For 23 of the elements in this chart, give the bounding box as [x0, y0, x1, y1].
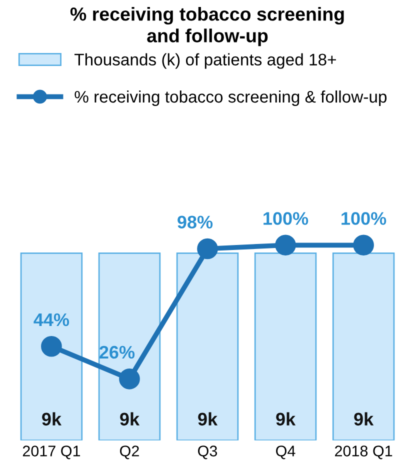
point	[119, 368, 140, 390]
x-tick-label: 2017 Q1	[22, 446, 80, 460]
chart-title: % receiving tobacco screening and follow-up	[70, 6, 344, 46]
data-label: 9k	[198, 412, 218, 426]
point	[41, 336, 62, 357]
x-tick-label: 2018 Q1	[335, 446, 392, 460]
point	[353, 234, 374, 256]
data-label: 44%	[34, 313, 70, 326]
data-label: 98%	[178, 216, 213, 229]
legend-label: Thousands (k) of patients aged 18+	[74, 53, 336, 69]
data-label: 9k	[120, 412, 140, 426]
data-label: 26%	[100, 346, 135, 359]
data-label: 100%	[342, 212, 386, 225]
x-tick-label: Q4	[276, 446, 296, 460]
data-label: 9k	[276, 412, 296, 426]
data-label: 9k	[42, 412, 62, 426]
point	[275, 234, 296, 256]
point	[197, 238, 218, 260]
legend-label: % receiving tobacco screening & follow-up	[74, 90, 387, 106]
x-tick-label: Q2	[120, 446, 139, 460]
data-label: 9k	[354, 412, 374, 426]
x-tick-label: Q3	[198, 446, 218, 460]
data-label: 100%	[264, 212, 308, 225]
